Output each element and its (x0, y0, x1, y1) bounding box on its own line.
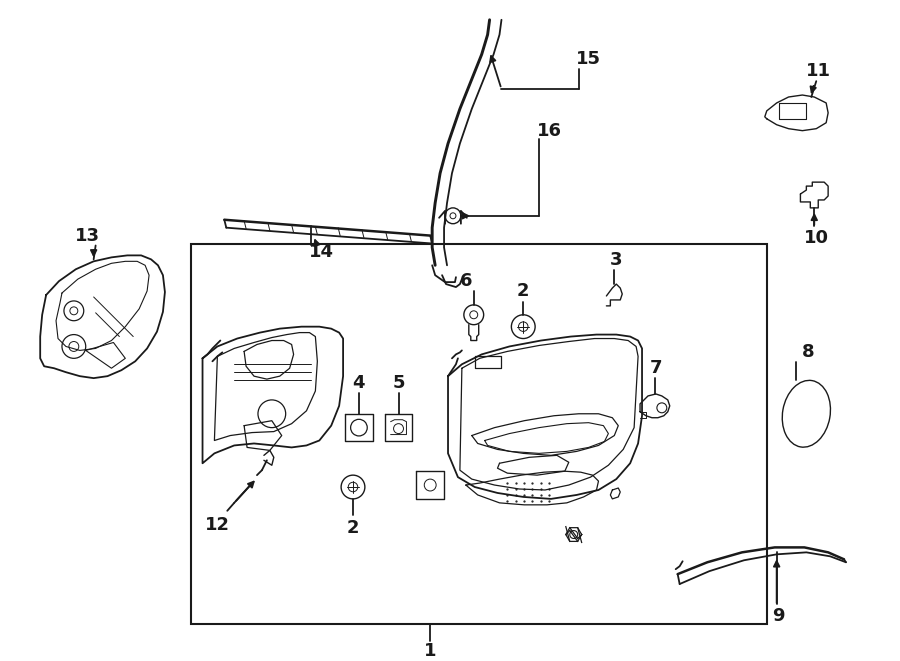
Text: 2: 2 (517, 282, 529, 300)
Text: 14: 14 (309, 243, 334, 261)
Text: 8: 8 (802, 344, 814, 362)
Text: 10: 10 (804, 229, 829, 247)
Text: 11: 11 (806, 62, 831, 80)
Text: 16: 16 (536, 122, 562, 139)
Text: 3: 3 (610, 251, 623, 269)
Text: 13: 13 (76, 227, 100, 245)
Text: 6: 6 (460, 272, 473, 290)
Text: 1: 1 (424, 642, 436, 660)
Text: 7: 7 (650, 359, 662, 377)
Text: 15: 15 (576, 50, 601, 68)
Text: 12: 12 (205, 516, 230, 533)
Text: 5: 5 (392, 374, 405, 392)
Bar (191, 243, 767, 623)
Text: 4: 4 (353, 374, 365, 392)
Text: 2: 2 (346, 519, 359, 537)
Text: 9: 9 (772, 607, 785, 625)
